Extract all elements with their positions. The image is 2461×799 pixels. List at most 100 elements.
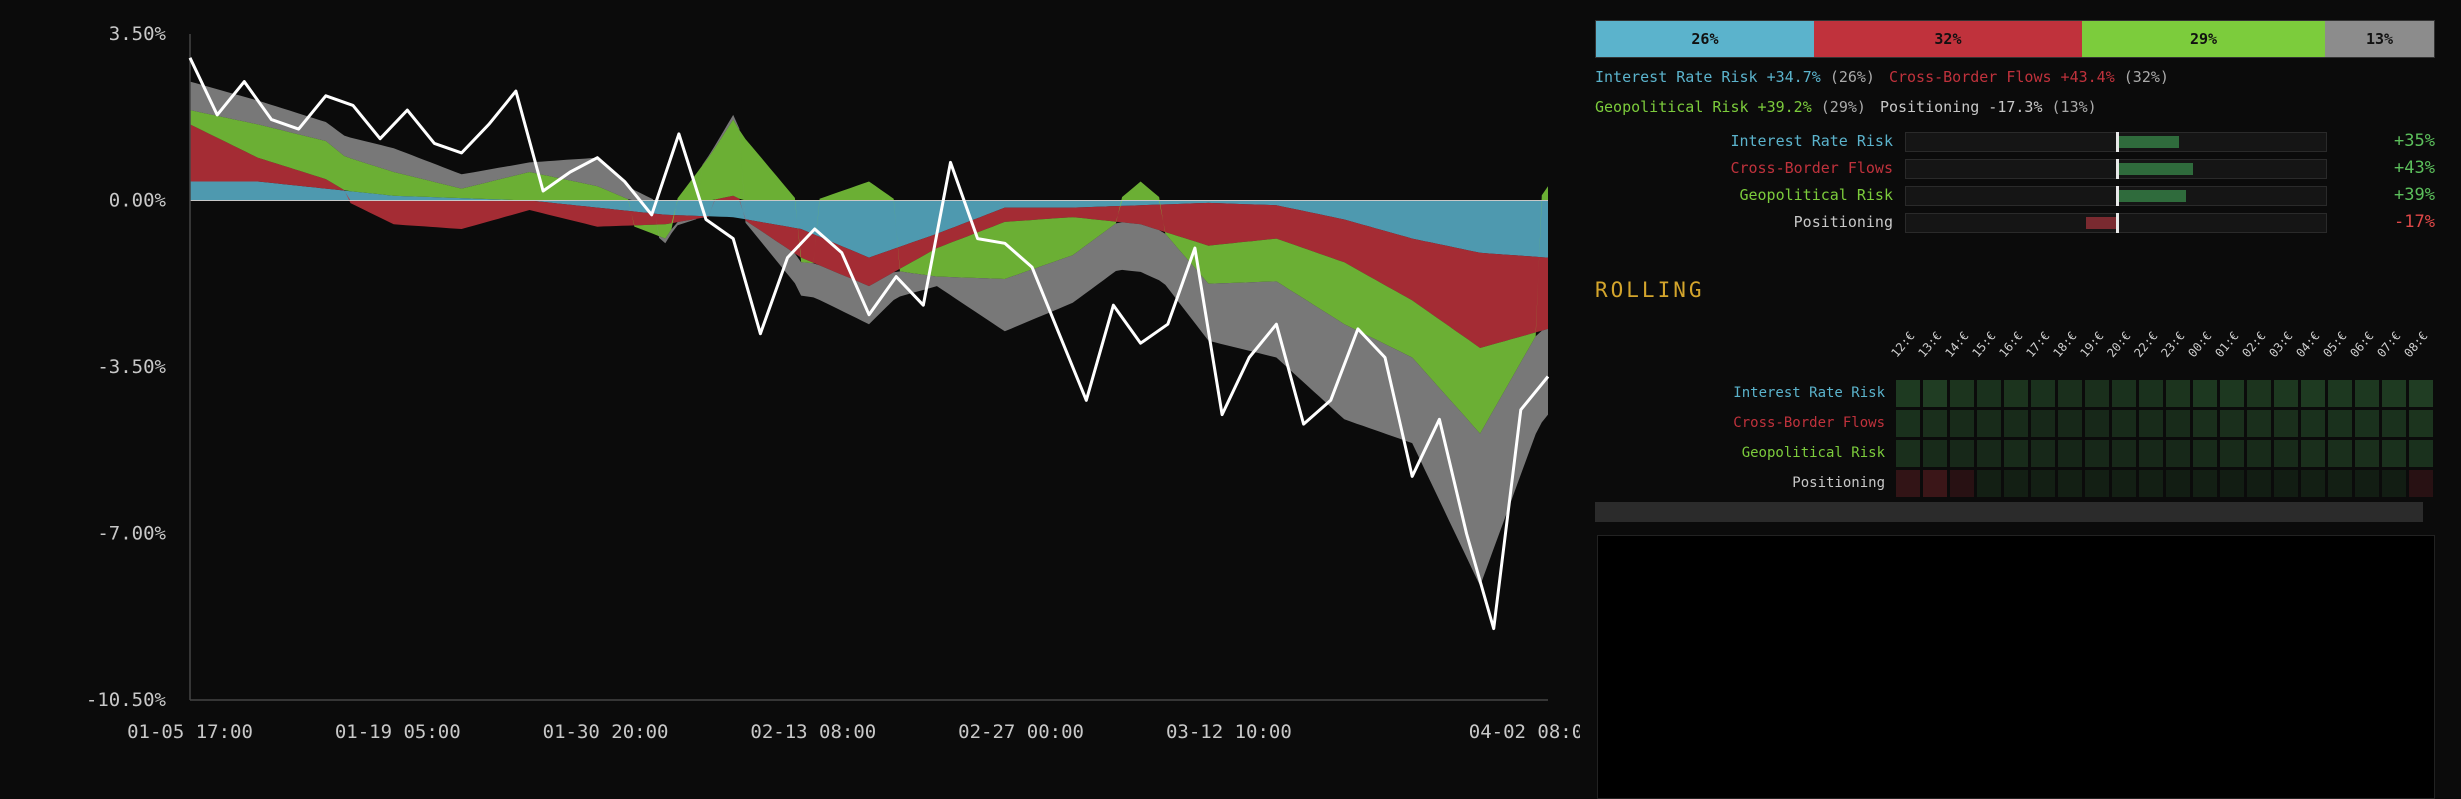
- heatmap-cell[interactable]: [2246, 439, 2272, 468]
- heatmap-cell[interactable]: [1949, 379, 1975, 408]
- heatmap-cell[interactable]: [1922, 409, 1948, 438]
- heatmap-cell[interactable]: [2030, 469, 2056, 498]
- heatmap-cell[interactable]: [1976, 409, 2002, 438]
- heatmap-cell[interactable]: [2219, 469, 2245, 498]
- heatmap-cell[interactable]: [2030, 439, 2056, 468]
- heatmap-cell[interactable]: [2408, 409, 2434, 438]
- heatmap-cell[interactable]: [2030, 409, 2056, 438]
- legend-share: (13%): [2051, 98, 2097, 116]
- heatmap-column-label: 06:€: [2347, 328, 2377, 360]
- factor-bar-row: Cross-Border Flows +43%: [1595, 155, 2435, 182]
- heatmap-cell[interactable]: [2381, 409, 2407, 438]
- heatmap-cell[interactable]: [1895, 409, 1921, 438]
- heatmap-cell[interactable]: [2273, 409, 2299, 438]
- heatmap-cell[interactable]: [2408, 469, 2434, 498]
- y-tick-label: 3.50%: [109, 23, 167, 45]
- heatmap-cell[interactable]: [1895, 469, 1921, 498]
- heatmap-cell[interactable]: [2003, 439, 2029, 468]
- area-cross-border-flows: [190, 124, 1548, 349]
- heatmap-cell[interactable]: [2138, 379, 2164, 408]
- heatmap-cell[interactable]: [2192, 379, 2218, 408]
- heatmap-cell[interactable]: [2057, 439, 2083, 468]
- heatmap-cell[interactable]: [2138, 439, 2164, 468]
- heatmap-cell[interactable]: [2327, 469, 2353, 498]
- heatmap-cell[interactable]: [2300, 439, 2326, 468]
- heatmap-cell[interactable]: [2381, 379, 2407, 408]
- heatmap-cell[interactable]: [2165, 409, 2191, 438]
- heatmap-cell[interactable]: [1976, 439, 2002, 468]
- heatmap-cell[interactable]: [2354, 439, 2380, 468]
- legend-entry: Interest Rate Risk +34.7%: [1595, 68, 1830, 86]
- heatmap-cell[interactable]: [2408, 439, 2434, 468]
- heatmap-cell[interactable]: [2381, 469, 2407, 498]
- heatmap-cell[interactable]: [2030, 379, 2056, 408]
- heatmap-cell[interactable]: [2246, 469, 2272, 498]
- heatmap-cell[interactable]: [2165, 469, 2191, 498]
- heatmap-cell[interactable]: [2327, 409, 2353, 438]
- heatmap-cell[interactable]: [2246, 379, 2272, 408]
- heatmap-cell[interactable]: [2057, 409, 2083, 438]
- rolling-title: ROLLING: [1595, 278, 1705, 302]
- heatmap-cell[interactable]: [2003, 409, 2029, 438]
- heatmap-cell[interactable]: [2192, 439, 2218, 468]
- heatmap-cell[interactable]: [1922, 379, 1948, 408]
- heatmap-cell[interactable]: [1922, 439, 1948, 468]
- factor-bar-value: +35%: [2394, 131, 2435, 151]
- legend-share: (26%): [1829, 68, 1875, 86]
- heatmap-cell[interactable]: [2057, 379, 2083, 408]
- heatmap-cell[interactable]: [2354, 379, 2380, 408]
- heatmap-cell[interactable]: [2165, 379, 2191, 408]
- heatmap-cell[interactable]: [1976, 379, 2002, 408]
- legend-entry: Cross-Border Flows +43.4%: [1888, 68, 2124, 86]
- factor-name: Geopolitical Risk: [1739, 186, 1893, 204]
- heatmap-cell[interactable]: [2084, 439, 2110, 468]
- heatmap-cell[interactable]: [2192, 409, 2218, 438]
- heatmap-cell[interactable]: [1949, 439, 1975, 468]
- heatmap-cell[interactable]: [2273, 439, 2299, 468]
- heatmap-cell[interactable]: [2111, 439, 2137, 468]
- heatmap-cell[interactable]: [2138, 409, 2164, 438]
- heatmap-cell[interactable]: [2300, 409, 2326, 438]
- heatmap-cell[interactable]: [2138, 469, 2164, 498]
- heatmap-cell[interactable]: [2354, 469, 2380, 498]
- heatmap-cell[interactable]: [1949, 469, 1975, 498]
- heatmap-cell[interactable]: [2111, 379, 2137, 408]
- heatmap-cell[interactable]: [2246, 409, 2272, 438]
- heatmap-cell[interactable]: [1895, 379, 1921, 408]
- heatmap-cell[interactable]: [2327, 379, 2353, 408]
- heatmap-cell[interactable]: [1895, 439, 1921, 468]
- heatmap-cell[interactable]: [2219, 409, 2245, 438]
- heatmap-cell[interactable]: [2300, 379, 2326, 408]
- share-segment: 13%: [2325, 21, 2434, 57]
- heatmap-cell[interactable]: [2327, 439, 2353, 468]
- heatmap-cell[interactable]: [2273, 379, 2299, 408]
- heatmap-cell[interactable]: [1922, 469, 1948, 498]
- heatmap-cell[interactable]: [1976, 469, 2002, 498]
- heatmap-cell[interactable]: [2084, 409, 2110, 438]
- heatmap-cell[interactable]: [2219, 439, 2245, 468]
- heatmap-cell[interactable]: [2003, 469, 2029, 498]
- heatmap-cell[interactable]: [2300, 469, 2326, 498]
- heatmap-cell[interactable]: [2084, 469, 2110, 498]
- heatmap-cell[interactable]: [2408, 379, 2434, 408]
- heatmap-scrollbar[interactable]: [1595, 502, 2423, 522]
- heatmap-cell[interactable]: [2165, 439, 2191, 468]
- heatmap-cell[interactable]: [2354, 409, 2380, 438]
- factor-bar-track: [1905, 132, 2327, 152]
- heatmap-cell[interactable]: [1949, 409, 1975, 438]
- factor-name: Positioning: [1793, 213, 1893, 231]
- heatmap-cell[interactable]: [2111, 409, 2137, 438]
- heatmap-cell[interactable]: [2192, 469, 2218, 498]
- heatmap-cell[interactable]: [2219, 379, 2245, 408]
- heatmap-column-label: 23:€: [2158, 328, 2188, 360]
- heatmap-cell[interactable]: [2381, 439, 2407, 468]
- heatmap-cell[interactable]: [2111, 469, 2137, 498]
- heatmap-cell[interactable]: [2057, 469, 2083, 498]
- attribution-chart: 3.50% 0.00% -3.50% -7.00% -10.50% 01-05 17:0…: [86, 23, 1580, 743]
- heatmap-cell[interactable]: [2003, 379, 2029, 408]
- factor-bar-value: +43%: [2394, 158, 2435, 178]
- factor-bar-row: Geopolitical Risk +39%: [1595, 182, 2435, 209]
- legend-share: (32%): [2123, 68, 2169, 86]
- heatmap-cell[interactable]: [2273, 469, 2299, 498]
- heatmap-cell[interactable]: [2084, 379, 2110, 408]
